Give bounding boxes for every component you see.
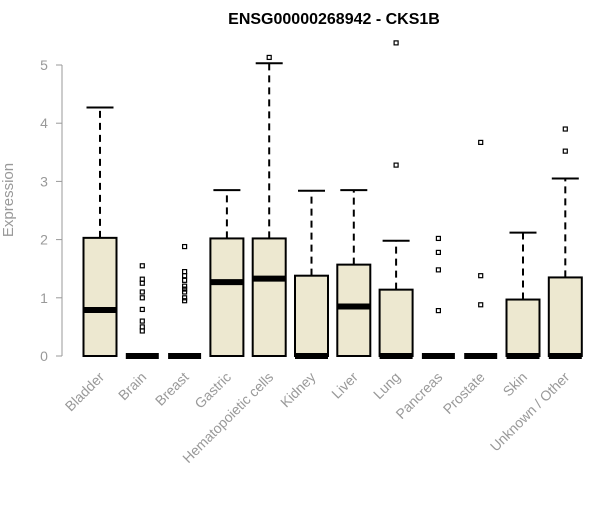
x-tick-label: Liver: [328, 369, 361, 402]
box-body: [336, 263, 372, 358]
outlier-point: [562, 148, 568, 154]
outlier-point: [478, 273, 484, 279]
x-tick-label: Brain: [115, 369, 149, 403]
box-brain: [125, 263, 159, 359]
outlier-point: [182, 295, 188, 301]
box-pancreas: [421, 235, 455, 359]
y-tick-label: 0: [40, 348, 48, 364]
y-axis-label: Expression: [0, 163, 17, 237]
outlier-point: [139, 263, 145, 269]
outlier-point: [139, 306, 145, 313]
outlier-point: [139, 289, 145, 295]
outlier-point: [182, 298, 188, 304]
outlier-point: [562, 126, 568, 132]
outlier-point: [182, 269, 188, 275]
box-hematopoietic-cells: [251, 54, 287, 358]
x-tick-label: Pancreas: [392, 369, 445, 422]
x-tick-label: Lung: [370, 369, 403, 402]
outlier-point: [182, 243, 188, 250]
box-skin: [505, 231, 541, 359]
outlier-point: [478, 302, 484, 308]
outlier-point: [393, 162, 399, 168]
box-liver: [336, 189, 372, 358]
y-tick-label: 3: [40, 173, 48, 189]
box-kidney: [294, 189, 329, 359]
outlier-point: [139, 328, 145, 334]
chart-title: ENSG00000268942 - CKS1B: [228, 11, 440, 28]
box-breast: [168, 243, 202, 359]
outlier-point: [139, 324, 145, 330]
x-tick-label: Unknown / Other: [487, 369, 573, 455]
outlier-point: [139, 280, 145, 286]
box-body: [209, 237, 245, 358]
box-body: [82, 236, 118, 358]
outlier-point: [478, 139, 484, 146]
x-tick-label: Breast: [152, 369, 192, 409]
y-axis: 0 1 2 3 4 5: [40, 57, 63, 364]
outlier-point: [435, 235, 441, 242]
y-tick-label: 1: [40, 290, 48, 306]
outlier-point: [435, 249, 441, 256]
x-tick-label: Prostate: [440, 369, 488, 417]
x-tick-label: Bladder: [62, 369, 108, 415]
box-body: [251, 237, 287, 358]
outlier-point: [182, 283, 188, 289]
outlier-point: [182, 286, 188, 292]
box-lung: [378, 40, 414, 359]
outlier-point: [182, 277, 188, 283]
outlier-point: [182, 289, 188, 295]
x-tick-label: Kidney: [277, 369, 319, 411]
outlier-point: [182, 273, 188, 279]
y-tick-label: 5: [40, 57, 48, 73]
outlier-point: [139, 295, 145, 301]
box-body: [378, 288, 414, 358]
x-tick-label: Skin: [500, 369, 531, 400]
y-tick-label: 4: [40, 115, 48, 131]
outlier-point: [139, 276, 145, 282]
outlier-point: [393, 40, 399, 46]
box-gastric: [209, 189, 245, 358]
box-body: [505, 298, 541, 357]
outlier-point: [139, 318, 145, 324]
box-body: [294, 274, 329, 357]
box-unknown-other: [547, 126, 583, 359]
box-body: [547, 276, 583, 357]
y-tick-label: 2: [40, 232, 48, 248]
box-prostate: [464, 139, 498, 359]
outlier-point: [435, 308, 441, 314]
plot-area: [82, 40, 583, 359]
outlier-point: [435, 267, 441, 273]
box-bladder: [82, 106, 118, 358]
outlier-point: [266, 54, 272, 61]
